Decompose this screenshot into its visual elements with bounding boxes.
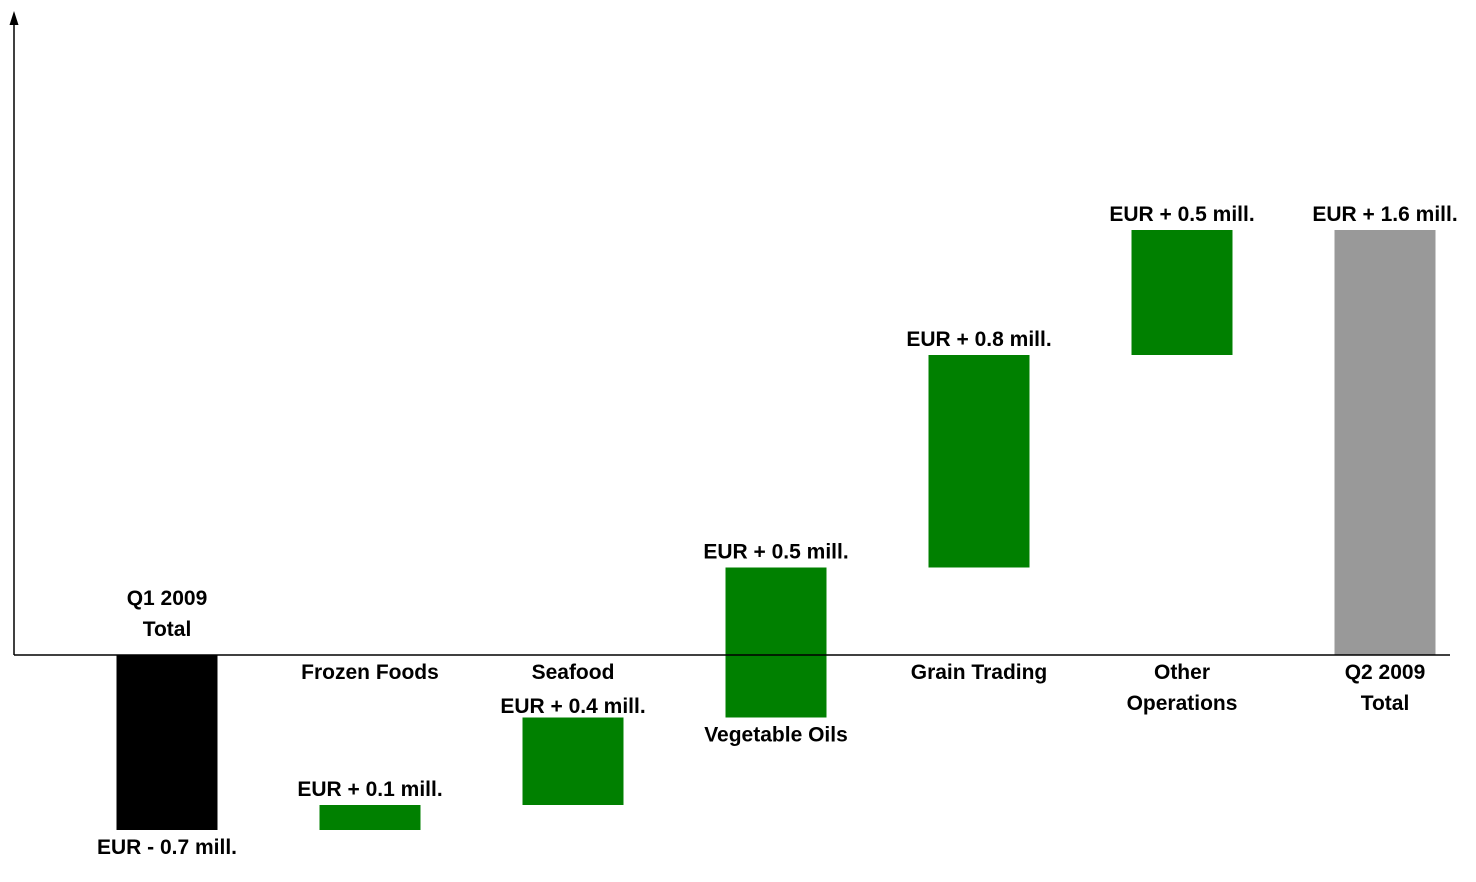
- bar-2: [522, 717, 624, 805]
- value-label-2: EUR + 0.4 mill.: [500, 695, 645, 718]
- category-label-4-0: Grain Trading: [911, 661, 1048, 684]
- category-label-3-0: Vegetable Oils: [704, 724, 848, 747]
- value-label-5: EUR + 0.5 mill.: [1109, 203, 1254, 226]
- y-axis-arrow: [9, 11, 19, 25]
- value-label-6: EUR + 1.6 mill.: [1312, 203, 1457, 226]
- category-label-5-0: Other: [1154, 661, 1210, 684]
- bar-4: [928, 355, 1030, 568]
- category-label-6-0: Q2 2009: [1345, 661, 1426, 684]
- category-label-0-1: Total: [143, 618, 192, 641]
- value-label-4: EUR + 0.8 mill.: [906, 328, 1051, 351]
- value-label-1: EUR + 0.1 mill.: [297, 778, 442, 801]
- category-label-6-1: Total: [1361, 692, 1410, 715]
- value-label-3: EUR + 0.5 mill.: [703, 541, 848, 564]
- bar-3: [725, 567, 827, 718]
- category-label-0-0: Q1 2009: [127, 587, 208, 610]
- value-label-0: EUR - 0.7 mill.: [97, 836, 237, 859]
- bar-1: [319, 805, 421, 830]
- category-label-1-0: Frozen Foods: [301, 661, 439, 684]
- bar-0: [116, 655, 218, 830]
- axes-layer: [9, 11, 1450, 656]
- category-label-2-0: Seafood: [532, 661, 615, 684]
- bar-6: [1334, 230, 1436, 655]
- labels-layer: EUR - 0.7 mill. Q1 2009 Total EUR + 0.1 mil…: [97, 203, 1458, 859]
- bars-layer: [116, 230, 1436, 830]
- bar-5: [1131, 230, 1233, 355]
- category-label-5-1: Operations: [1127, 692, 1238, 715]
